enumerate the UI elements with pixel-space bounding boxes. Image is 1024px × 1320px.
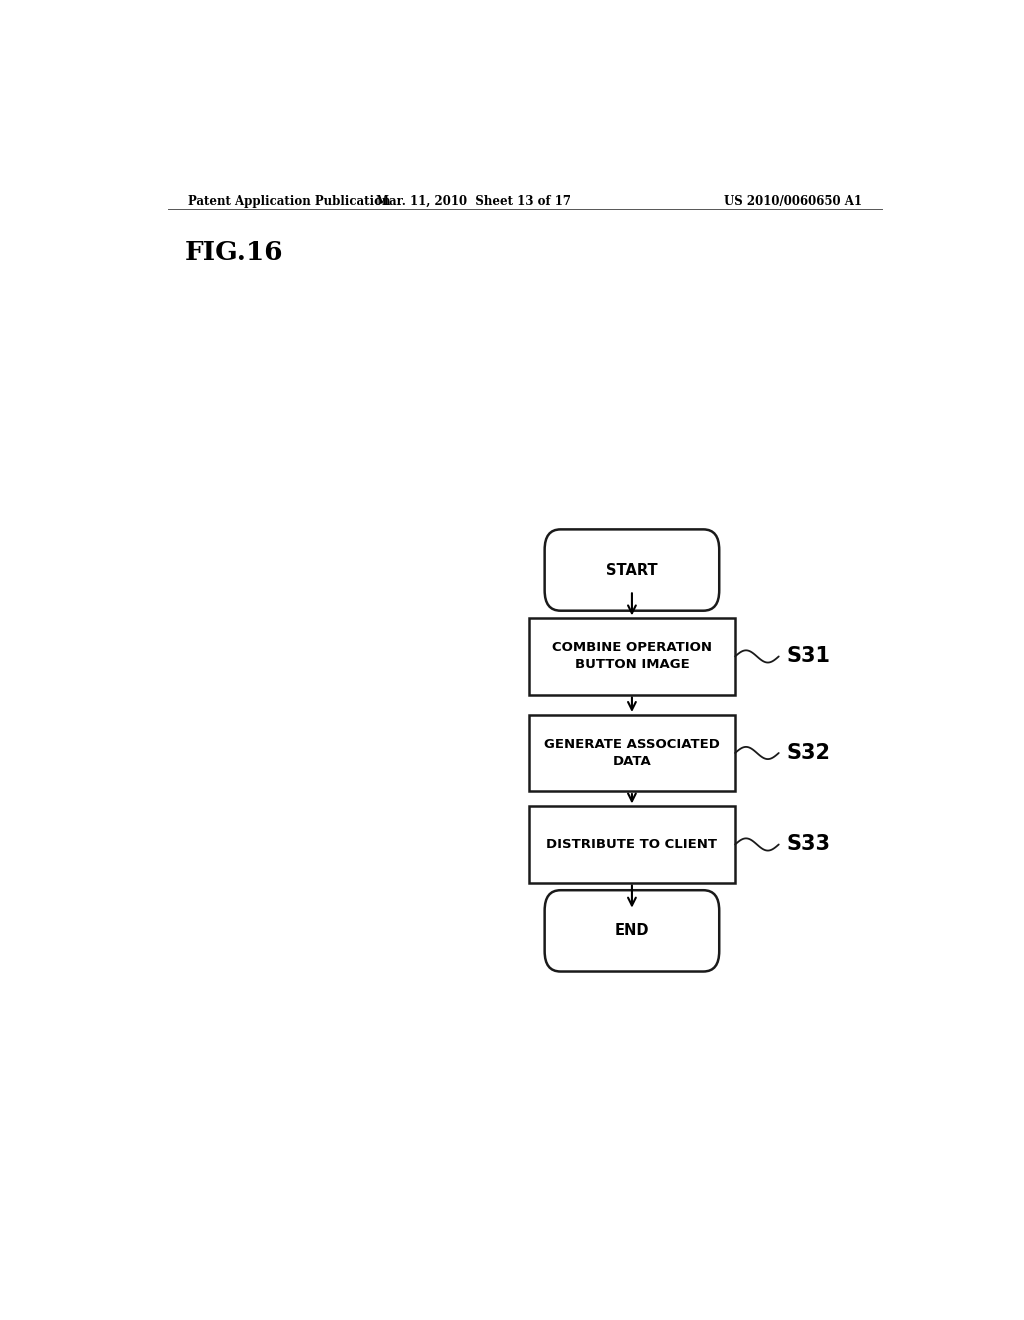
Bar <box>528 715 735 791</box>
Text: FIG.16: FIG.16 <box>185 240 284 265</box>
Bar <box>528 618 735 694</box>
Text: DISTRIBUTE TO CLIENT: DISTRIBUTE TO CLIENT <box>547 838 718 851</box>
Text: Mar. 11, 2010  Sheet 13 of 17: Mar. 11, 2010 Sheet 13 of 17 <box>376 195 570 209</box>
Text: START: START <box>606 562 657 578</box>
Text: S31: S31 <box>786 647 830 667</box>
Text: END: END <box>614 924 649 939</box>
Text: US 2010/0060650 A1: US 2010/0060650 A1 <box>724 195 862 209</box>
Text: S32: S32 <box>786 743 830 763</box>
Text: Patent Application Publication: Patent Application Publication <box>187 195 390 209</box>
Bar <box>528 807 735 883</box>
Text: GENERATE ASSOCIATED
DATA: GENERATE ASSOCIATED DATA <box>544 738 720 768</box>
FancyBboxPatch shape <box>545 890 719 972</box>
FancyBboxPatch shape <box>545 529 719 611</box>
Text: COMBINE OPERATION
BUTTON IMAGE: COMBINE OPERATION BUTTON IMAGE <box>552 642 712 672</box>
Text: S33: S33 <box>786 834 830 854</box>
